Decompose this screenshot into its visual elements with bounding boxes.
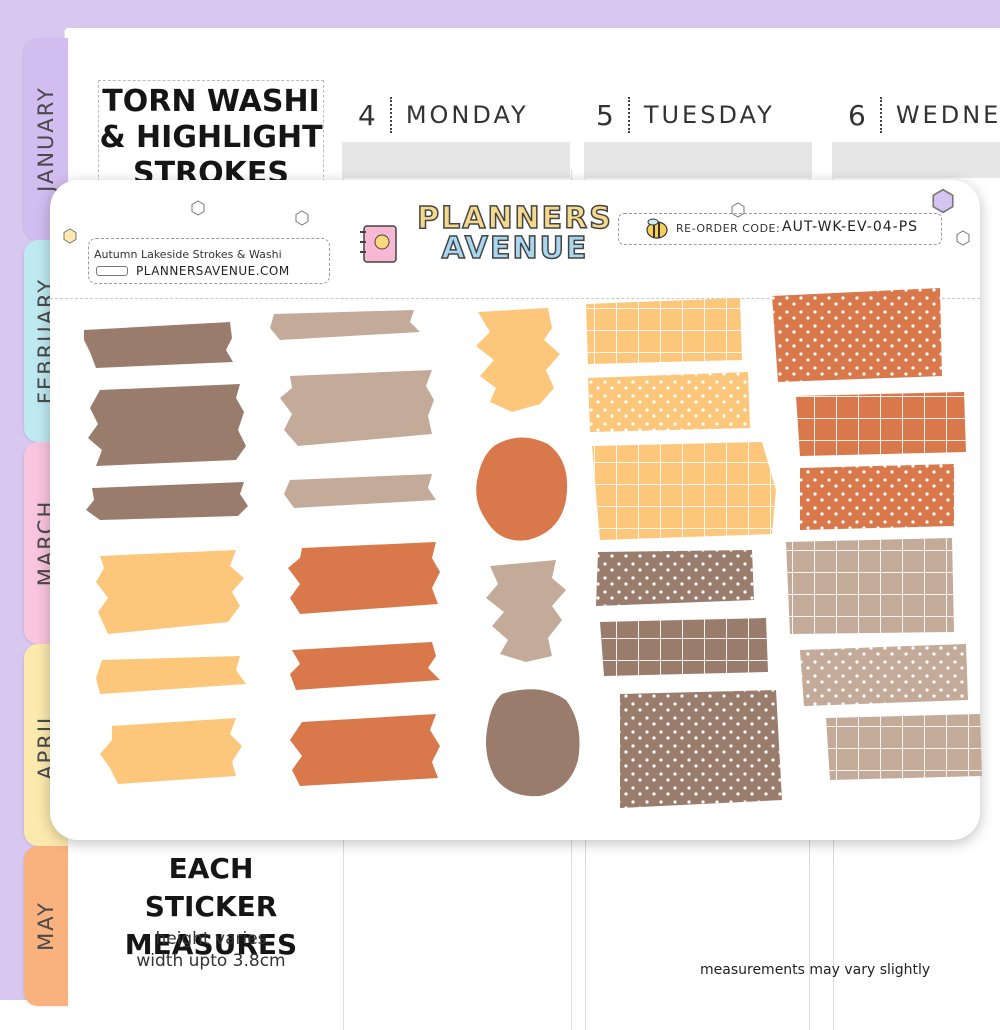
sheet-name: Autumn Lakeside Strokes & Washi (94, 248, 282, 261)
washi-tape (800, 464, 954, 530)
washi-tape (592, 442, 776, 540)
brush-blob (476, 308, 560, 412)
brush-stroke (290, 642, 440, 690)
washi-tape (620, 690, 782, 808)
top-border (0, 0, 1000, 28)
day-separator (879, 97, 882, 133)
washi-tape (772, 288, 942, 382)
brand-logo: PLANNERS AVENUE (415, 201, 615, 266)
logo-line: AVENUE (441, 231, 589, 266)
day-header-wednesday: 6 WEDNE (848, 95, 1000, 135)
brush-stroke (86, 482, 248, 520)
pencil-icon (96, 266, 128, 276)
day-name: WEDNE (895, 101, 1000, 129)
day-header-monday: 4 MONDAY (358, 95, 529, 135)
measure-details: height varies width upto 3.8cm (98, 928, 324, 972)
hexagon-icon (295, 210, 309, 226)
day-header-tuesday: 5 TUESDAY (596, 95, 775, 135)
brush-blob (476, 437, 568, 541)
logo-line: PLANNERS (416, 201, 613, 236)
reorder-code-value: AUT-WK-EV-04-PS (782, 219, 919, 235)
washi-tape (786, 538, 954, 634)
day-number: 4 (358, 98, 376, 132)
brush-blob (486, 560, 566, 662)
hexagon-icon (932, 188, 954, 214)
tab-may[interactable]: MAY (24, 846, 68, 1006)
washi-tape (600, 618, 768, 676)
brush-stroke (288, 542, 440, 614)
brush-blob (486, 689, 580, 797)
measure-height: height varies (155, 929, 267, 949)
brush-stroke (100, 718, 242, 784)
brush-stroke (280, 370, 434, 446)
sheet-name-frame (88, 238, 330, 284)
measure-line: MEASURES (124, 928, 298, 961)
washi-tape (596, 550, 754, 606)
title-line: TORN WASHI (102, 84, 320, 119)
hexagon-icon (63, 228, 77, 244)
brush-stroke (284, 474, 436, 508)
day-separator (627, 97, 630, 133)
day-name: TUESDAY (643, 101, 775, 129)
bee-icon (646, 218, 668, 239)
day-name: MONDAY (405, 101, 529, 129)
washi-tape (800, 644, 968, 706)
brush-stroke (96, 550, 244, 634)
measure-line: EACH STICKER (144, 852, 278, 923)
measure-width: width upto 3.8cm (136, 951, 286, 971)
brush-stroke (270, 310, 420, 340)
reorder-code-frame (618, 213, 942, 245)
measure-heading: EACH STICKER MEASURES (98, 850, 324, 964)
day-number: 5 (596, 98, 614, 132)
sheet-divider (50, 298, 980, 299)
day-separator (389, 97, 392, 133)
washi-tape (588, 372, 750, 432)
day-gray-bar (584, 142, 812, 178)
sheet-url: PLANNERSAVENUE.COM (136, 264, 290, 278)
brush-stroke (290, 714, 440, 786)
day-gray-bar (832, 142, 1000, 178)
washi-tape (586, 298, 742, 364)
hexagon-icon (191, 200, 205, 216)
washi-tape (796, 392, 966, 456)
brush-stroke (96, 656, 246, 694)
washi-tape (826, 714, 982, 780)
planner-book-icon (360, 225, 397, 263)
day-number: 6 (848, 98, 866, 132)
hexagon-icon (956, 230, 970, 246)
title-line: & HIGHLIGHT (99, 120, 323, 155)
brush-stroke (88, 384, 246, 466)
footnote: measurements may vary slightly (700, 962, 931, 978)
brush-stroke (84, 322, 233, 368)
sticker-artwork (84, 288, 982, 808)
day-gray-bar (342, 142, 570, 178)
reorder-code-label: RE-ORDER CODE: (676, 222, 781, 235)
